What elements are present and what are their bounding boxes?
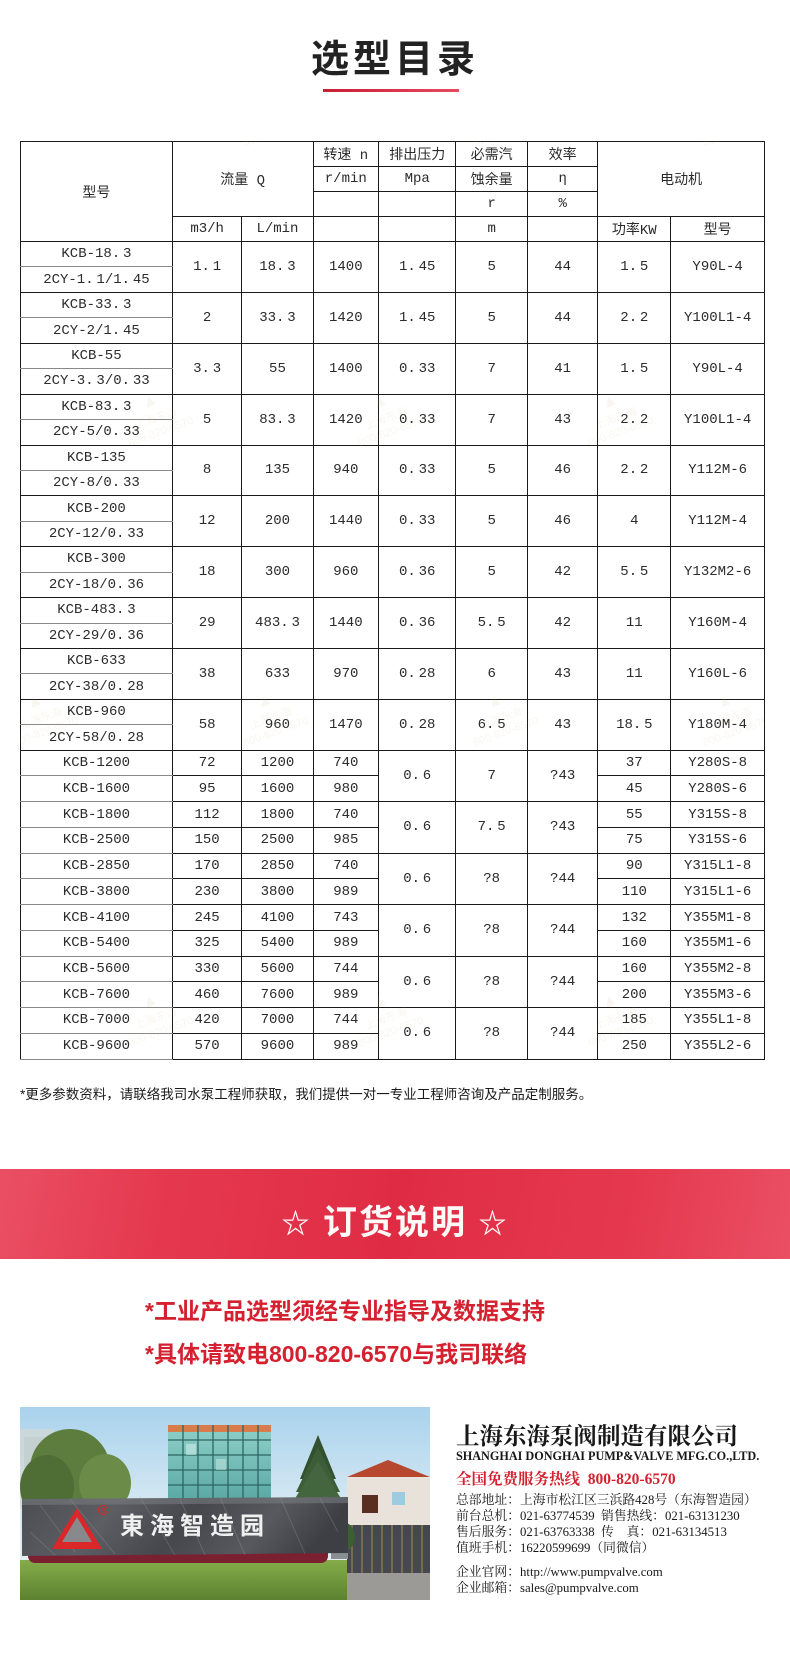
svg-text:東海智造园: 東海智造园 <box>120 1506 270 1541</box>
svg-text:R: R <box>101 1509 106 1515</box>
